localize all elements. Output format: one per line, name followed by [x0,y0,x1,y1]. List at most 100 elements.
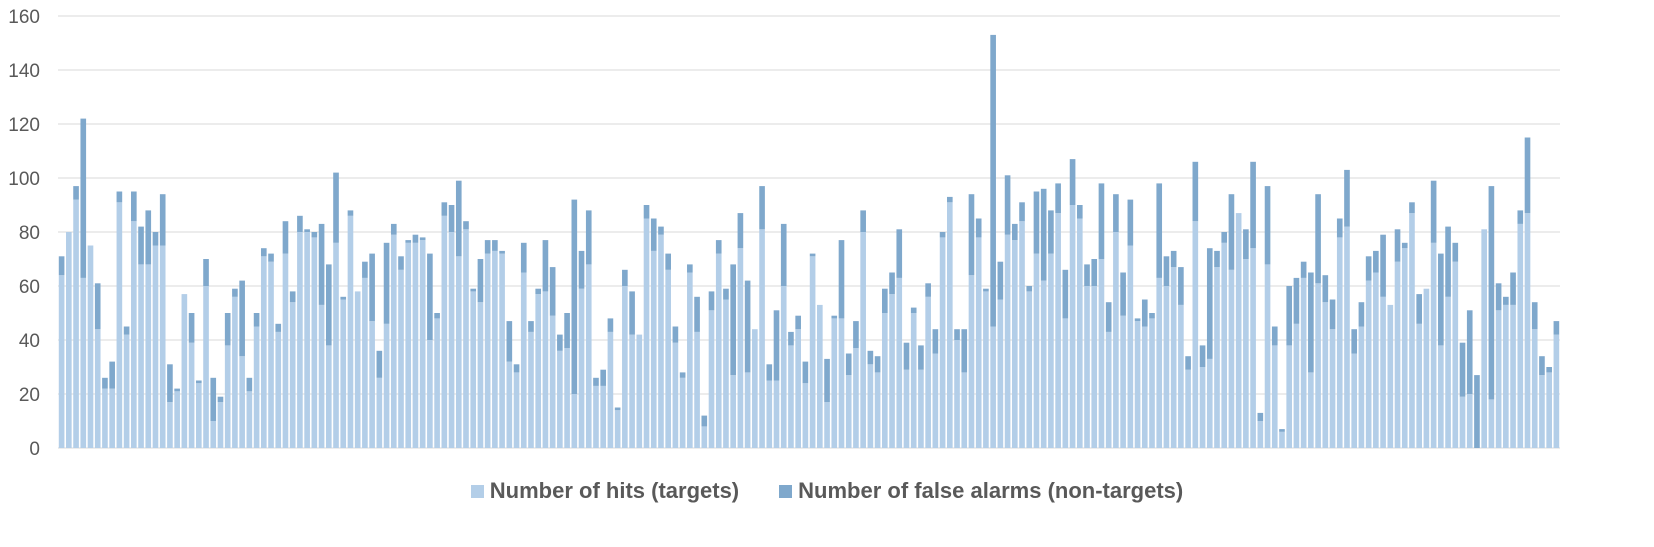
bar-false-alarms [94,283,101,330]
bar-hits [831,318,838,448]
bar-false-alarms [1076,205,1083,219]
bar-false-alarms [1199,345,1206,367]
bar-false-alarms [1546,367,1552,373]
bar-false-alarms [289,291,296,303]
bar-hits [513,372,520,448]
bar-hits [679,377,686,448]
bar-false-alarms [268,253,274,262]
bar-hits [289,302,296,448]
bar-hits [1113,232,1119,448]
bar-false-alarms [947,196,953,203]
bar-hits [549,315,556,448]
bar-hits [116,202,123,448]
bar-hits [715,253,722,448]
bar-false-alarms [484,240,491,254]
y-tick-label: 80 [19,223,40,244]
bar-false-alarms [939,232,946,238]
bar-false-alarms [1452,242,1459,262]
bar-false-alarms [542,240,549,292]
bar-false-alarms [1315,194,1321,284]
bar-hits [1546,372,1552,448]
bar-false-alarms [708,291,715,311]
y-tick-label: 40 [19,331,40,352]
bar-hits [376,377,383,448]
bar-false-alarms [1243,229,1249,259]
bar-false-alarms [1539,356,1545,376]
bar-false-alarms [759,186,765,230]
bar-hits [333,242,339,448]
bar-hits [1517,223,1524,448]
bar-hits [1459,396,1466,448]
bar-hits [1322,302,1329,448]
bar-false-alarms [701,415,708,427]
bar-false-alarms [882,288,888,313]
bar-false-alarms [788,331,794,346]
bar-false-alarms [896,229,903,278]
bar-hits [528,331,534,448]
bar-hits [723,299,729,448]
bar-hits [1141,326,1148,448]
bar-hits [968,275,975,448]
bar-false-alarms [362,261,368,278]
bar-false-alarms [188,313,195,343]
y-tick-label: 20 [19,385,40,406]
bar-hits [1149,318,1155,448]
bar-hits [1531,329,1538,448]
bar-hits [1235,213,1242,448]
bar-false-alarms [145,210,152,265]
bar-false-alarms [1351,329,1358,354]
bar-false-alarms [311,232,318,238]
legend-item-hits: Number of hits (targets) [470,478,739,504]
bar-false-alarms [463,221,469,230]
bar-hits [614,410,621,448]
bar-hits [196,383,202,448]
bar-false-alarms [58,256,65,276]
bar-false-alarms [427,253,433,340]
bar-false-alarms [1336,218,1343,238]
bar-hits [362,277,368,448]
bar-hits [593,385,599,448]
bar-false-alarms [968,194,975,276]
bar-hits [1048,253,1054,448]
bar-false-alarms [260,248,267,257]
bar-hits [939,237,946,448]
bar-hits [484,253,491,448]
bar-false-alarms [723,288,729,300]
bar-false-alarms [1329,299,1336,330]
bar-false-alarms [1127,199,1134,246]
bar-hits [1495,310,1502,448]
bar-false-alarms [131,191,137,222]
bar-hits [224,345,231,448]
bar-false-alarms [795,315,801,330]
bar-hits [1351,353,1358,448]
bar-false-alarms [845,353,852,376]
bar-hits [434,318,440,448]
bar-hits [766,380,773,448]
bar-hits [239,356,245,448]
bar-false-alarms [499,250,505,254]
bar-hits [795,329,801,448]
bar-false-alarms [1271,326,1278,346]
bar-false-alarms [1264,186,1271,265]
bar-false-alarms [1004,175,1011,235]
bar-false-alarms [874,356,881,373]
bar-false-alarms [658,226,664,235]
bar-false-alarms [665,253,671,270]
bar-false-alarms [246,377,253,392]
bar-hits [174,391,180,448]
bar-hits [1373,272,1379,448]
y-tick-label: 60 [19,277,40,298]
legend-swatch-false-alarms [779,484,793,498]
bar-false-alarms [1401,242,1408,249]
bar-hits [1466,394,1473,448]
bar-false-alarms [1466,310,1473,394]
bar-false-alarms [983,288,989,292]
bar-hits [260,256,267,448]
bar-hits [838,318,845,448]
bar-hits [889,294,895,448]
bar-hits [1423,288,1430,448]
bar-false-alarms [297,215,303,232]
bar-false-alarms [253,313,260,327]
bar-false-alarms [1221,232,1228,243]
bar-hits [80,277,87,448]
